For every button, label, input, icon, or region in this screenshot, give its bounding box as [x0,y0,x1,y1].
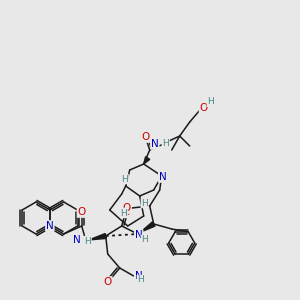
Text: H: H [137,275,144,284]
Polygon shape [141,222,155,232]
Text: H: H [120,208,127,217]
Text: H: H [162,139,169,148]
Text: N: N [73,235,81,245]
Text: N: N [135,271,142,281]
Text: N: N [151,139,159,149]
Text: O: O [200,103,208,113]
Text: H: H [141,199,148,208]
Text: N: N [159,172,167,182]
Polygon shape [89,234,106,240]
Text: H: H [141,236,148,244]
Text: O: O [142,132,150,142]
Text: O: O [78,207,86,217]
Text: O: O [123,207,131,217]
Polygon shape [144,157,150,164]
Text: H: H [84,236,91,245]
Text: N: N [135,230,142,240]
Text: H: H [207,98,214,106]
Text: O: O [122,203,131,213]
Text: O: O [103,277,112,287]
Text: H: H [121,175,128,184]
Text: N: N [46,221,54,231]
